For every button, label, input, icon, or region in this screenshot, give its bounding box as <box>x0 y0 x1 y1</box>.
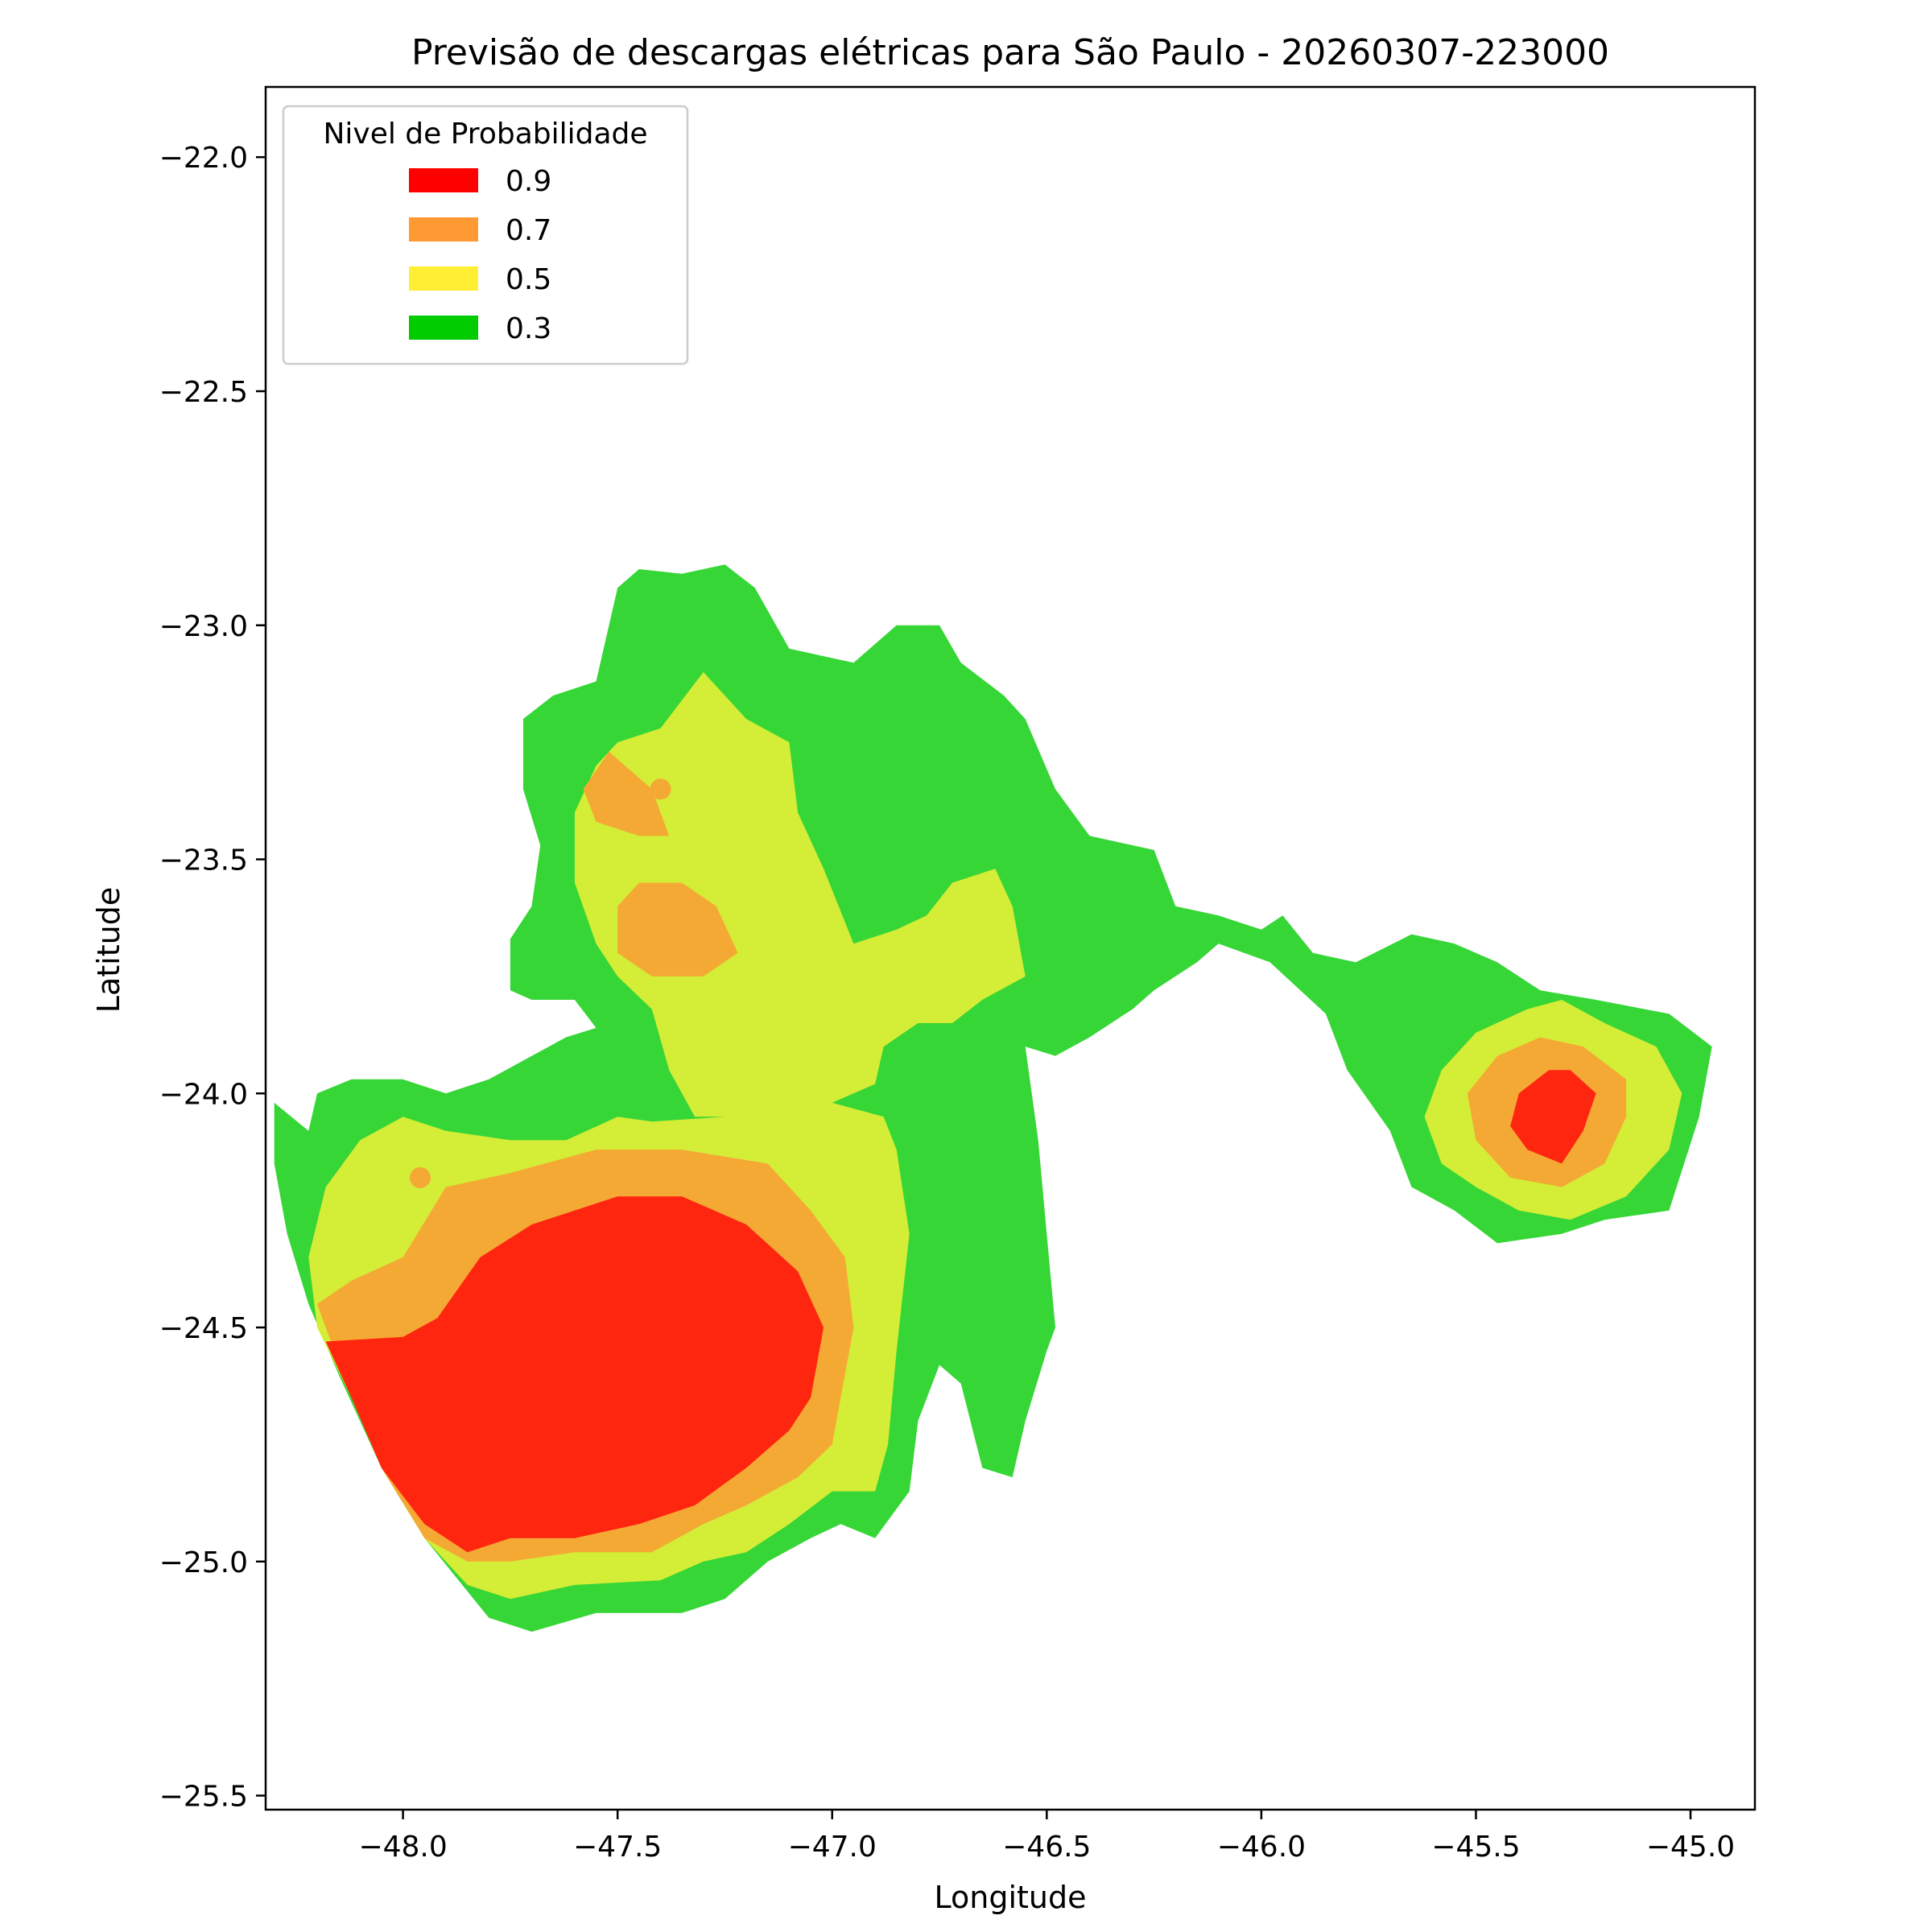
chart-title: Previsão de descargas elétricas para São… <box>411 32 1609 73</box>
axes-frame <box>264 85 1757 1811</box>
x-axis-label: Longitude <box>935 1880 1087 1915</box>
probability-marker-1 <box>409 1166 431 1188</box>
legend-label-07: 0.7 <box>506 214 551 247</box>
plot-area <box>274 564 1712 1633</box>
contour-region-09-9 <box>325 1196 824 1553</box>
y-axis-ticks: −22.0 −22.5 −23.0 −23.5 −24.0 −24.5 −25.0 −25.5 <box>159 142 266 1814</box>
x-axis-ticks: −48.0 −47.5 −47.0 −46.5 −46.0 −45.5 −45.0 <box>358 1810 1735 1864</box>
y-axis-label: Latitude <box>91 887 126 1013</box>
x-tick-label: −47.5 <box>573 1831 662 1864</box>
legend: Nivel de Probabilidade 0.9 0.7 0.5 0.3 <box>282 105 689 365</box>
legend-swatch-09 <box>409 168 478 192</box>
x-tick-label: −46.5 <box>1002 1831 1091 1864</box>
legend-swatch-03 <box>409 316 478 340</box>
x-tick-label: −45.0 <box>1646 1831 1735 1864</box>
x-tick-label: −47.0 <box>788 1831 877 1864</box>
legend-title: Nivel de Probabilidade <box>323 118 647 151</box>
y-tick-label: −24.5 <box>159 1312 248 1345</box>
legend-label-09: 0.9 <box>506 165 551 198</box>
x-tick-label: −45.5 <box>1431 1831 1520 1864</box>
legend-entries: 0.9 0.7 0.5 0.3 <box>409 165 551 345</box>
contour-region-09-10 <box>1510 1070 1596 1164</box>
probability-marker-0 <box>650 778 671 800</box>
legend-swatch-05 <box>409 266 478 291</box>
contour-region-05-3 <box>574 671 1026 1117</box>
y-tick-label: −25.5 <box>159 1781 248 1814</box>
y-tick-label: −23.0 <box>159 610 248 643</box>
y-tick-label: −22.5 <box>159 376 248 409</box>
legend-box <box>282 105 689 365</box>
contour-region-07-6 <box>583 751 670 836</box>
y-tick-label: −23.5 <box>159 844 248 877</box>
y-tick-label: −22.0 <box>159 142 248 175</box>
y-tick-label: −24.0 <box>159 1078 248 1111</box>
legend-swatch-07 <box>409 217 478 242</box>
legend-label-05: 0.5 <box>506 263 551 296</box>
x-tick-label: −48.0 <box>358 1831 447 1864</box>
legend-label-03: 0.3 <box>506 312 551 345</box>
y-tick-label: −25.0 <box>159 1546 248 1579</box>
contour-region-07-7 <box>617 882 738 976</box>
x-tick-label: −46.0 <box>1217 1831 1306 1864</box>
